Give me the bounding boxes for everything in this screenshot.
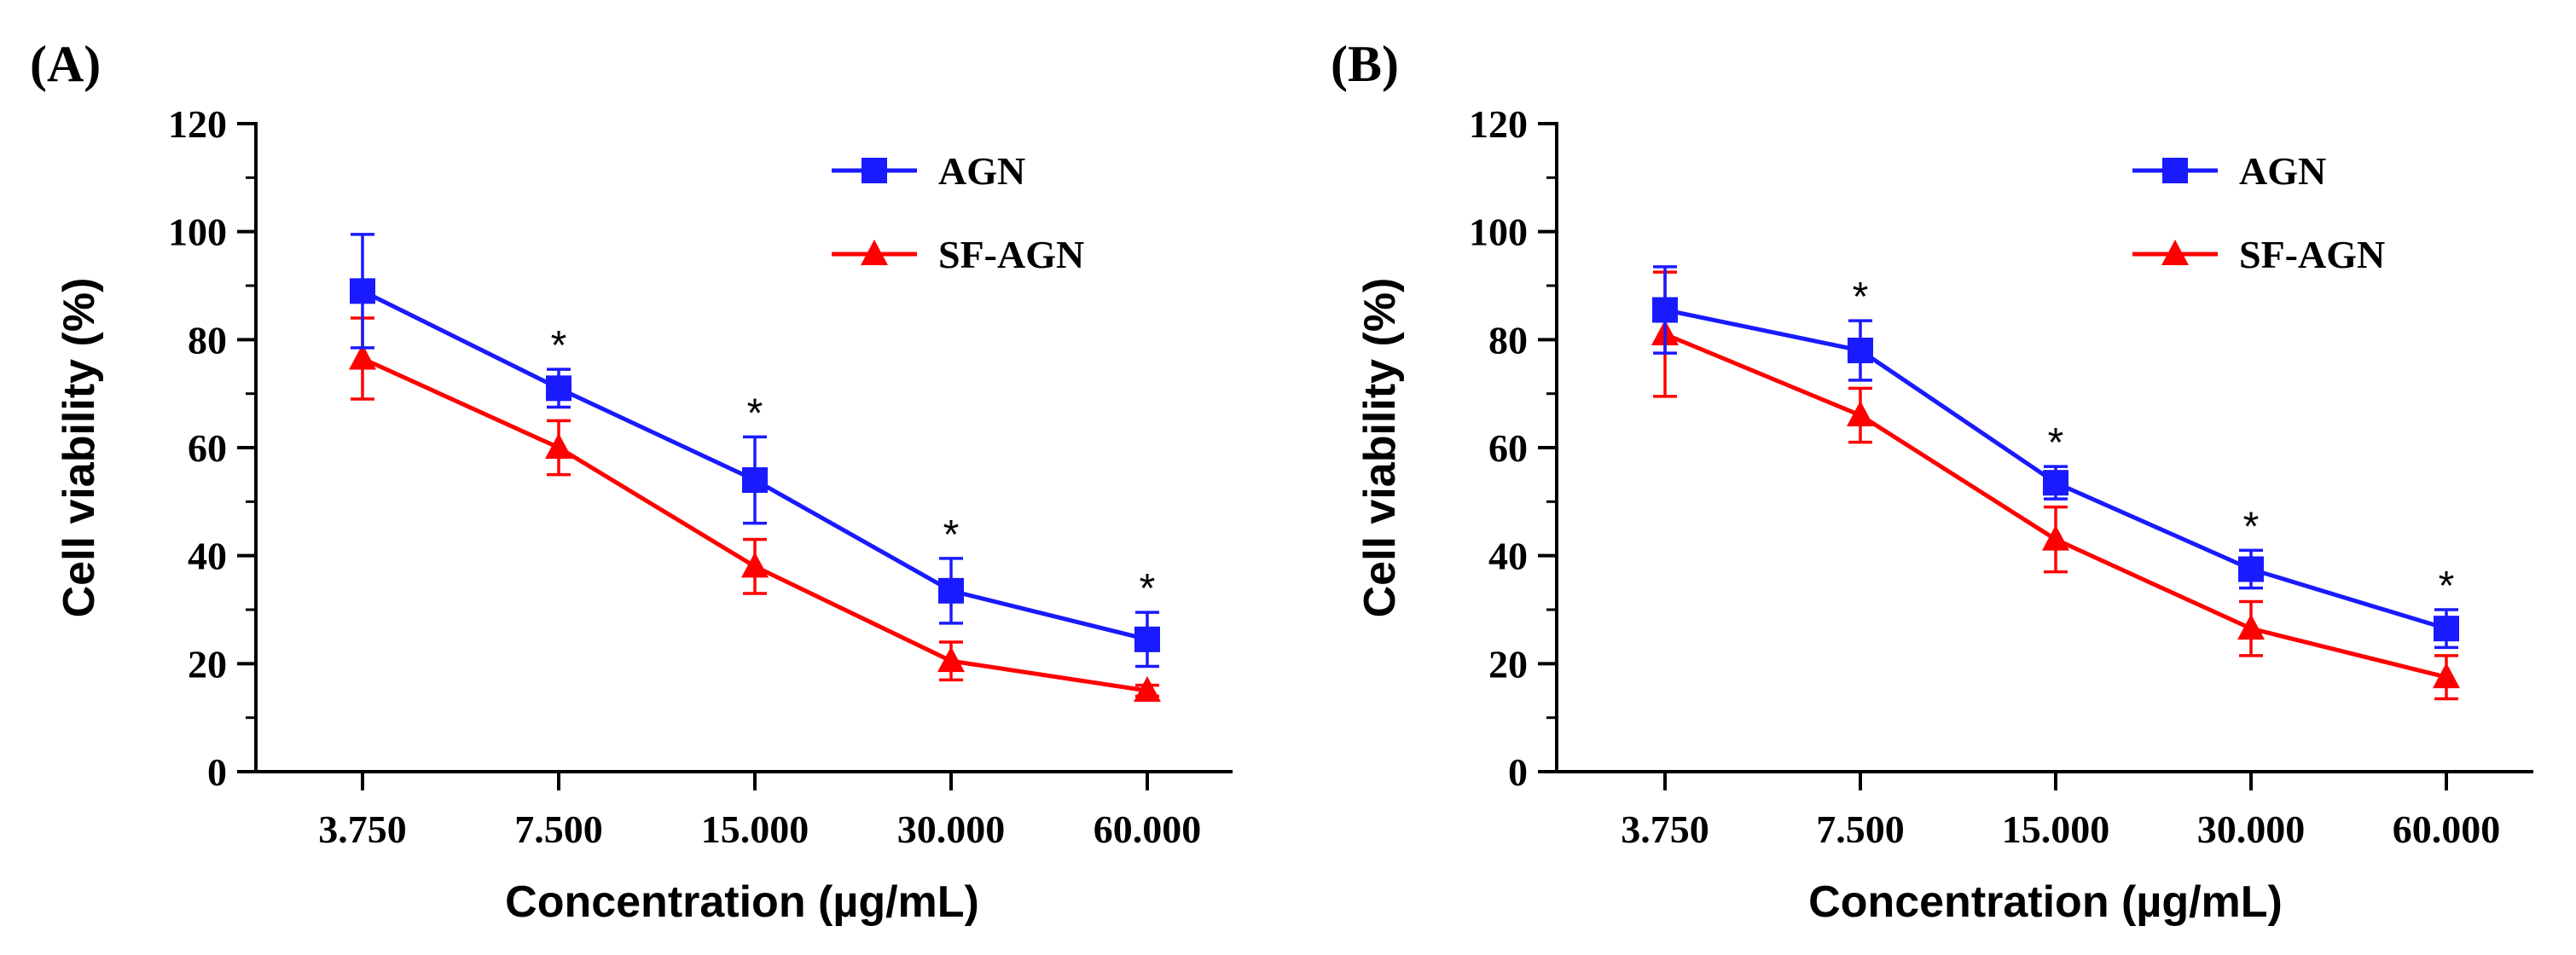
series-agn [350, 233, 1160, 668]
data-point-triangle [1847, 401, 1874, 426]
x-tick-label: 7.500 [1816, 807, 1905, 851]
chart-panel-a: (A) 0 20 40 60 80 100 120 3.750 7.500 15.000 30.000… [30, 36, 1233, 927]
series-sf-agn [349, 316, 1161, 702]
legend-label: AGN [938, 149, 1025, 193]
x-axis-title: Concentration (µg/mL) [1808, 877, 2283, 927]
data-point-square [1134, 626, 1160, 652]
y-tick-label: 0 [207, 750, 227, 794]
significance-marker: * [1140, 566, 1156, 611]
data-point-triangle [2433, 663, 2460, 689]
data-point-square [2043, 470, 2068, 496]
legend-entry-agn: AGN [2132, 149, 2326, 193]
significance-marker: * [551, 323, 567, 368]
x-tick-label: 15.000 [701, 807, 809, 851]
legend: AGN SF-AGN [2132, 149, 2385, 276]
legend: AGN SF-AGN [832, 149, 1084, 276]
legend-entry-agn: AGN [832, 149, 1025, 193]
data-point-triangle [937, 646, 965, 673]
x-axis-title: Concentration (µg/mL) [505, 877, 979, 927]
y-tick-label: 40 [188, 535, 227, 578]
x-tick-label: 7.500 [514, 807, 603, 851]
data-point-square [2238, 556, 2264, 582]
series-agn [1652, 265, 2459, 650]
data-point-square [1652, 297, 1678, 323]
legend-marker-triangle [2161, 240, 2189, 265]
data-point-square [546, 375, 571, 402]
legend-entry-sf-agn: SF-AGN [2132, 233, 2385, 276]
data-point-triangle [349, 344, 376, 370]
y-tick-label: 100 [1469, 211, 1528, 254]
legend-marker-triangle [861, 240, 888, 265]
y-tick-label: 120 [168, 102, 227, 146]
data-point-triangle [1134, 676, 1161, 702]
data-point-square [350, 278, 375, 304]
data-point-triangle [2042, 524, 2069, 551]
data-point-square [742, 467, 768, 493]
significance-marker: * [2439, 564, 2455, 609]
legend-entry-sf-agn: SF-AGN [832, 233, 1084, 276]
y-tick-label: 0 [1508, 750, 1528, 794]
legend-label: SF-AGN [938, 233, 1084, 276]
significance-marker: * [1853, 275, 1869, 320]
data-point-triangle [741, 552, 769, 578]
data-point-square [938, 577, 964, 604]
panel-label: (B) [1331, 36, 1399, 92]
x-tick-label: 3.750 [318, 807, 407, 851]
legend-label: SF-AGN [2239, 233, 2385, 276]
y-tick-label: 80 [188, 318, 227, 362]
y-axis-title: Cell viability (%) [55, 278, 104, 618]
data-point-triangle [2237, 614, 2265, 640]
x-tick-label: 60.000 [1094, 807, 1202, 851]
chart-panel-b: (B) 0 20 40 60 80 100 120 3.750 7.500 15.000 30.000… [1331, 36, 2533, 927]
x-tick-label: 15.000 [2002, 807, 2110, 851]
x-tick-label: 3.750 [1621, 807, 1709, 851]
legend-marker-square [2162, 158, 2188, 183]
x-tick-label: 30.000 [2197, 807, 2306, 851]
y-tick-label: 20 [188, 642, 227, 686]
panel-label: (A) [30, 36, 101, 92]
y-tick-label: 60 [1488, 426, 1528, 470]
x-tick-label: 30.000 [897, 807, 1006, 851]
y-tick-label: 80 [1488, 318, 1528, 362]
significance-marker: * [943, 512, 960, 558]
legend-marker-square [862, 158, 887, 183]
data-point-square [1848, 338, 1873, 363]
significance-marker: * [2048, 420, 2064, 466]
y-tick-label: 120 [1469, 102, 1528, 146]
y-tick-label: 20 [1488, 642, 1528, 686]
data-point-square [2434, 616, 2459, 642]
data-point-triangle [545, 433, 572, 459]
legend-label: AGN [2239, 149, 2326, 193]
significance-marker: * [747, 391, 763, 436]
y-tick-label: 60 [188, 426, 227, 470]
y-tick-label: 100 [168, 211, 227, 254]
y-tick-label: 40 [1488, 535, 1528, 578]
significance-marker: * [2243, 504, 2260, 549]
y-axis-title: Cell viability (%) [1355, 278, 1405, 618]
x-tick-label: 60.000 [2393, 807, 2501, 851]
